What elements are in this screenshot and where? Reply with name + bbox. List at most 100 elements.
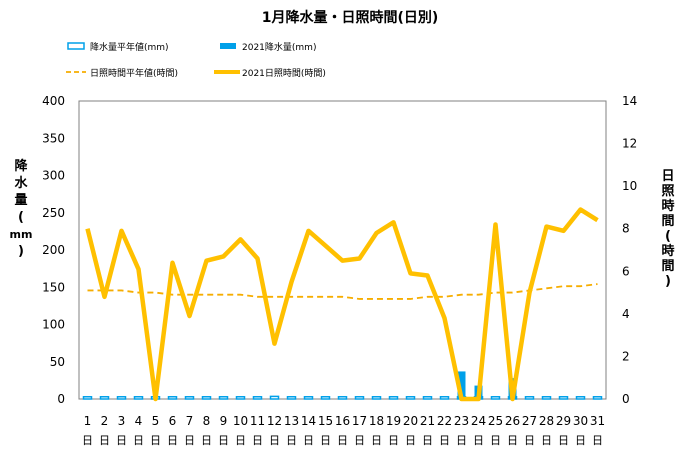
- legend-item: 2021日照時間(時間): [214, 68, 326, 79]
- legend-swatch: [67, 42, 85, 50]
- x-tick-label: 2: [101, 414, 109, 428]
- precip-normal-bar: [99, 396, 110, 400]
- y-right-label-char: 間: [661, 214, 674, 229]
- precip-normal-bar: [405, 396, 416, 400]
- x-tick-label: 15: [318, 414, 333, 428]
- y-left-label-char: (: [18, 210, 24, 225]
- x-tick-suffix: 日: [388, 434, 399, 447]
- x-tick-label: 19: [386, 414, 401, 428]
- x-tick-label: 25: [488, 414, 503, 428]
- sunshine-2021-line: [85, 207, 599, 402]
- legend-label: 2021日照時間(時間): [242, 68, 326, 79]
- x-tick-suffix: 日: [133, 434, 144, 447]
- y-left-label-char: ): [18, 244, 24, 259]
- x-tick-suffix: 日: [303, 434, 314, 447]
- y-left-tick-label: 400: [42, 94, 65, 108]
- y-right-tick-label: 12: [622, 137, 637, 151]
- x-tick-label: 16: [335, 414, 350, 428]
- precip-normal-bar: [218, 396, 229, 400]
- sunshine-normal-line: [87, 283, 598, 300]
- x-tick-label: 6: [169, 414, 177, 428]
- x-tick-label: 14: [301, 414, 316, 428]
- x-tick-suffix: 日: [337, 434, 348, 447]
- y-left-tick-label: 0: [57, 392, 65, 406]
- x-tick-label: 31: [590, 414, 605, 428]
- x-tick-suffix: 日: [116, 434, 127, 447]
- y-left-tick-label: 250: [42, 206, 65, 220]
- x-tick-label: 21: [420, 414, 435, 428]
- precip-normal-bar: [541, 396, 552, 400]
- y-right-tick-label: 10: [622, 179, 637, 193]
- precip-normal-bar: [558, 396, 569, 400]
- precip-normal-bar: [490, 396, 501, 400]
- x-tick-suffix: 日: [354, 434, 365, 447]
- y-right-tick-label: 8: [622, 222, 630, 236]
- x-tick-label: 17: [352, 414, 367, 428]
- precip-normal-bar: [184, 396, 195, 400]
- x-tick-suffix: 日: [184, 434, 195, 447]
- legend-label: 2021降水量(mm): [242, 41, 316, 53]
- x-tick-suffix: 日: [575, 434, 586, 447]
- precip-normal-bar: [575, 396, 586, 400]
- precip-2021-bars: [457, 371, 517, 399]
- y-left-tick-label: 300: [42, 169, 65, 183]
- x-tick-labels: 1日2日3日4日5日6日7日8日9日10日11日12日13日14日15日16日1…: [82, 414, 605, 447]
- x-tick-label: 3: [118, 414, 126, 428]
- x-tick-suffix: 日: [507, 434, 518, 447]
- legend-label: 日照時間平年値(時間): [90, 67, 178, 79]
- x-tick-suffix: 日: [439, 434, 450, 447]
- x-tick-label: 1: [84, 414, 92, 428]
- x-tick-suffix: 日: [473, 434, 484, 447]
- precip-normal-bar: [422, 396, 433, 400]
- precip-normal-bar: [592, 396, 603, 400]
- precip-normal-bar: [201, 396, 212, 400]
- x-tick-label: 28: [539, 414, 554, 428]
- precip-normal-bar: [82, 396, 93, 400]
- y-right-tick-labels: 0 2 4 6 8 10 12 14: [622, 94, 637, 406]
- x-tick-label: 30: [573, 414, 588, 428]
- y-right-tick-label: 14: [622, 94, 637, 108]
- sunshine-lines: [85, 207, 599, 402]
- x-tick-label: 5: [152, 414, 160, 428]
- y-left-label-char: 水: [14, 175, 28, 191]
- y-right-tick-label: 2: [622, 349, 630, 363]
- y-right-label-char: (: [665, 229, 671, 244]
- x-tick-label: 24: [471, 414, 486, 428]
- precip-normal-bar: [388, 396, 399, 400]
- y-right-label-char: 時: [661, 198, 674, 214]
- precip-normal-bar: [354, 396, 365, 400]
- x-tick-suffix: 日: [405, 434, 416, 447]
- legend: 降水量平年値(mm) 2021降水量(mm) 日照時間平年値(時間) 2021日照時間…: [66, 41, 326, 79]
- x-tick-label: 10: [233, 414, 248, 428]
- precip-normal-bar: [116, 396, 127, 400]
- x-tick-suffix: 日: [235, 434, 246, 447]
- precip-normal-bar: [524, 396, 535, 400]
- x-tick-label: 9: [220, 414, 228, 428]
- x-tick-suffix: 日: [269, 434, 280, 447]
- precip-normal-bar: [252, 396, 263, 400]
- precip-normal-bar: [286, 396, 297, 400]
- x-tick-suffix: 日: [201, 434, 212, 447]
- x-tick-suffix: 日: [99, 434, 110, 447]
- y-left-label-char: 降: [14, 158, 28, 174]
- legend-swatch: [220, 43, 236, 49]
- x-tick-label: 8: [203, 414, 211, 428]
- x-tick-suffix: 日: [541, 434, 552, 447]
- x-tick-suffix: 日: [490, 434, 501, 447]
- y-left-tick-label: 200: [42, 243, 65, 257]
- y-right-label-char: 日: [661, 169, 674, 184]
- precip-normal-bar: [235, 396, 246, 400]
- x-tick-label: 20: [403, 414, 418, 428]
- x-tick-label: 26: [505, 414, 520, 428]
- x-tick-label: 11: [250, 414, 265, 428]
- y-left-tick-labels: 0 50 100 150 200 250 300 350 400: [42, 94, 65, 406]
- x-tick-label: 12: [267, 414, 282, 428]
- y-left-tick-label: 100: [42, 318, 65, 332]
- x-tick-suffix: 日: [524, 434, 535, 447]
- y-left-label-char: mm: [10, 228, 33, 241]
- legend-item: 2021降水量(mm): [220, 41, 316, 53]
- x-tick-label: 29: [556, 414, 571, 428]
- precip-normal-bar: [320, 396, 331, 400]
